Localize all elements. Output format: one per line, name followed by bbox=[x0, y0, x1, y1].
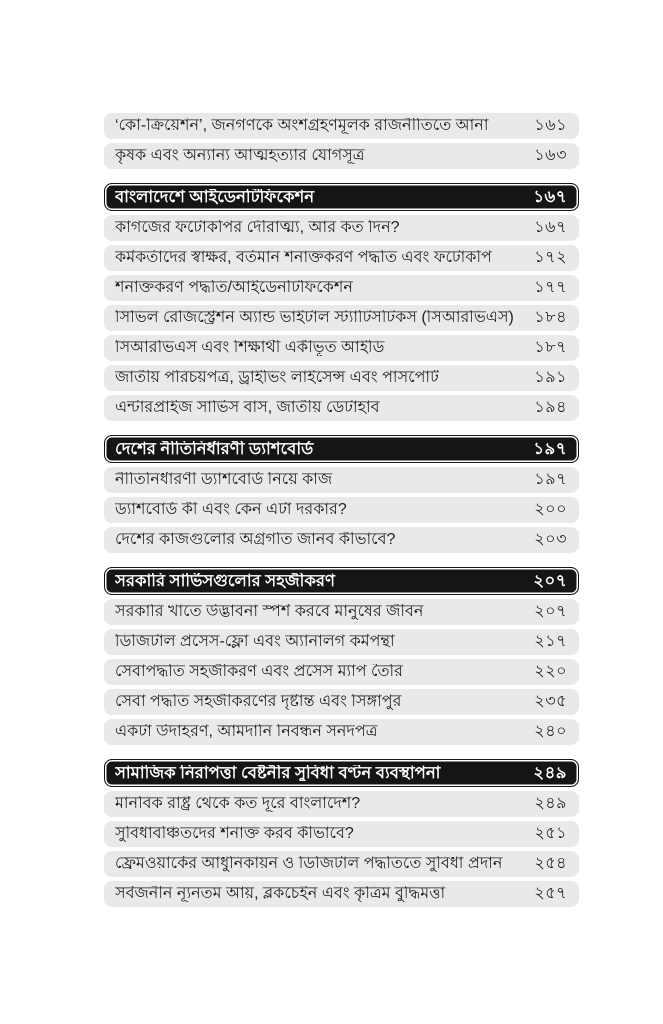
toc-item-label: সেবাপদ্ধতি সহজীকরণ এবং প্রসেস ম্যাপ তৈরি bbox=[115, 664, 403, 680]
toc-item-label: সুবিধাবঞ্চিতদের শনাক্ত করব কীভাবে? bbox=[115, 826, 354, 842]
toc-item-label: ‘কো-ক্রিয়েশন’, জনগণকে অংশগ্রহণমূলক রাজন… bbox=[115, 118, 489, 134]
toc-item-page-number: ১৬১ bbox=[534, 117, 567, 134]
toc-item-page-number: ২০০ bbox=[534, 501, 567, 518]
toc-item-page-number: ২০৩ bbox=[534, 531, 567, 548]
toc-item-label: এন্টারপ্রাইজ সার্ভিস বাস, জাতীয় ডেটাহাব bbox=[115, 400, 380, 416]
toc-item-page-number: ১৯৭ bbox=[533, 439, 567, 458]
toc-item-page-number: ১৭২ bbox=[534, 249, 567, 266]
table-of-contents: ‘কো-ক্রিয়েশন’, জনগণকে অংশগ্রহণমূলক রাজন… bbox=[104, 113, 579, 907]
toc-item-label: সিআরভিএস এবং শিক্ষার্থী একীভূত আইডি bbox=[115, 340, 385, 356]
toc-item-page-number: ২০৭ bbox=[533, 571, 567, 590]
toc-item-page-number: ১৯৭ bbox=[534, 471, 567, 488]
toc-item-label: জাতীয় পরিচয়পত্র, ড্রাইভিং লাইসেন্স এবং… bbox=[115, 370, 439, 386]
toc-item-page-number: ১৭৭ bbox=[534, 279, 567, 296]
toc-item-page-number: ২০৭ bbox=[534, 603, 567, 620]
toc-entry: সেবাপদ্ধতি সহজীকরণ এবং প্রসেস ম্যাপ তৈরি… bbox=[104, 659, 579, 685]
toc-entry: ড্যাশবোর্ড কী এবং কেন এটা দরকার? ২০০ bbox=[104, 497, 579, 523]
toc-entry: সেবা পদ্ধতি সহজীকরণের দৃষ্টান্ত এবং সিঙ্… bbox=[104, 689, 579, 715]
toc-entry: নীতিনির্ধারণী ড্যাশবোর্ড নিয়ে কাজ ১৯৭ bbox=[104, 467, 579, 493]
toc-item-page-number: ১৮৭ bbox=[534, 339, 567, 356]
toc-item-page-number: ২৪৯ bbox=[534, 795, 567, 812]
toc-item-label: ডিজিটাল প্রসেস-ফ্লো এবং অ্যানালগ কর্মপন্… bbox=[115, 634, 395, 650]
toc-section-header: বাংলাদেশে আইডেনটিফিকেশন ১৬৭ bbox=[104, 183, 579, 211]
toc-item-page-number: ১৬৭ bbox=[534, 219, 567, 236]
toc-item-label: দেশের নীতিনির্ধারণী ড্যাশবোর্ড bbox=[115, 440, 314, 458]
toc-entry: ‘কো-ক্রিয়েশন’, জনগণকে অংশগ্রহণমূলক রাজন… bbox=[104, 113, 579, 139]
toc-entry: সুবিধাবঞ্চিতদের শনাক্ত করব কীভাবে? ২৫১ bbox=[104, 821, 579, 847]
toc-entry: শনাক্তকরণ পদ্ধতি/আইডেনটিফিকেশন ১৭৭ bbox=[104, 275, 579, 301]
toc-item-page-number: ১৬৭ bbox=[533, 187, 567, 206]
toc-item-page-number: ১৬৩ bbox=[534, 147, 567, 164]
toc-item-label: বাংলাদেশে আইডেনটিফিকেশন bbox=[115, 188, 315, 206]
toc-entry: কাগজের ফটোকপির দৌরাত্ম্য, আর কত দিন? ১৬৭ bbox=[104, 215, 579, 241]
toc-item-label: কাগজের ফটোকপির দৌরাত্ম্য, আর কত দিন? bbox=[115, 220, 400, 236]
toc-item-label: শনাক্তকরণ পদ্ধতি/আইডেনটিফিকেশন bbox=[115, 280, 353, 296]
toc-entry: সর্বজনীন ন্যূনতম আয়, ব্লকচেইন এবং কৃত্র… bbox=[104, 881, 579, 907]
toc-item-label: সিভিল রেজিস্ট্রেশন অ্যান্ড ভাইটাল স্ট্যা… bbox=[115, 310, 514, 326]
toc-item-page-number: ২১৭ bbox=[534, 633, 567, 650]
toc-item-label: সর্বজনীন ন্যূনতম আয়, ব্লকচেইন এবং কৃত্র… bbox=[115, 886, 446, 902]
toc-entry: মানবিক রাষ্ট্র থেকে কত দূরে বাংলাদেশ? ২৪… bbox=[104, 791, 579, 817]
toc-item-page-number: ১৯১ bbox=[534, 369, 567, 386]
toc-item-label: নীতিনির্ধারণী ড্যাশবোর্ড নিয়ে কাজ bbox=[115, 472, 333, 488]
toc-item-page-number: ২৫৭ bbox=[534, 885, 567, 902]
toc-item-label: কৃষক এবং অন্যান্য আত্মহত্যার যোগসূত্র bbox=[115, 148, 365, 164]
toc-entry: সিআরভিএস এবং শিক্ষার্থী একীভূত আইডি ১৮৭ bbox=[104, 335, 579, 361]
toc-item-page-number: ২৩৫ bbox=[534, 693, 567, 710]
toc-entry: কৃষক এবং অন্যান্য আত্মহত্যার যোগসূত্র ১৬… bbox=[104, 143, 579, 169]
toc-item-label: সামাজিক নিরাপত্তা বেষ্টনীর সুবিধা বণ্টন … bbox=[115, 764, 441, 782]
toc-section-header: সরকারি সার্ভিসগুলোর সহজীকরণ ২০৭ bbox=[104, 567, 579, 595]
toc-entry: ডিজিটাল প্রসেস-ফ্লো এবং অ্যানালগ কর্মপন্… bbox=[104, 629, 579, 655]
toc-item-page-number: ২৫১ bbox=[534, 825, 567, 842]
toc-item-page-number: ১৯৪ bbox=[534, 399, 567, 416]
toc-item-label: কর্মকর্তাদের স্বাক্ষর, বর্তমান শনাক্তকরণ… bbox=[115, 250, 492, 266]
toc-section-header: দেশের নীতিনির্ধারণী ড্যাশবোর্ড ১৯৭ bbox=[104, 435, 579, 463]
toc-item-label: সেবা পদ্ধতি সহজীকরণের দৃষ্টান্ত এবং সিঙ্… bbox=[115, 694, 402, 710]
toc-item-page-number: ২৫৪ bbox=[534, 855, 567, 872]
toc-item-page-number: ২৪৯ bbox=[533, 763, 567, 782]
toc-entry: এন্টারপ্রাইজ সার্ভিস বাস, জাতীয় ডেটাহাব… bbox=[104, 395, 579, 421]
toc-entry: একটা উদাহরণ, আমদানি নিবন্ধন সনদপত্র ২৪০ bbox=[104, 719, 579, 745]
toc-entry: সিভিল রেজিস্ট্রেশন অ্যান্ড ভাইটাল স্ট্যা… bbox=[104, 305, 579, 331]
toc-item-label: মানবিক রাষ্ট্র থেকে কত দূরে বাংলাদেশ? bbox=[115, 796, 361, 812]
toc-item-label: সরকারি খাতে উদ্ভাবনা স্পর্শ করবে মানুষের… bbox=[115, 604, 424, 620]
toc-item-label: একটা উদাহরণ, আমদানি নিবন্ধন সনদপত্র bbox=[115, 724, 378, 740]
toc-entry: কর্মকর্তাদের স্বাক্ষর, বর্তমান শনাক্তকরণ… bbox=[104, 245, 579, 271]
toc-item-label: ড্যাশবোর্ড কী এবং কেন এটা দরকার? bbox=[115, 502, 347, 518]
toc-item-label: ফ্রেমওয়ার্কের আধুনিকায়ন ও ডিজিটাল পদ্ধ… bbox=[115, 856, 503, 872]
toc-section-header: সামাজিক নিরাপত্তা বেষ্টনীর সুবিধা বণ্টন … bbox=[104, 759, 579, 787]
toc-entry: ফ্রেমওয়ার্কের আধুনিকায়ন ও ডিজিটাল পদ্ধ… bbox=[104, 851, 579, 877]
toc-item-label: সরকারি সার্ভিসগুলোর সহজীকরণ bbox=[115, 572, 335, 590]
toc-entry: সরকারি খাতে উদ্ভাবনা স্পর্শ করবে মানুষের… bbox=[104, 599, 579, 625]
toc-item-page-number: ২৪০ bbox=[534, 723, 567, 740]
toc-item-page-number: ২২০ bbox=[534, 663, 567, 680]
toc-item-label: দেশের কাজগুলোর অগ্রগতি জানব কীভাবে? bbox=[115, 532, 396, 548]
toc-item-page-number: ১৮৪ bbox=[534, 309, 567, 326]
toc-entry: দেশের কাজগুলোর অগ্রগতি জানব কীভাবে? ২০৩ bbox=[104, 527, 579, 553]
toc-entry: জাতীয় পরিচয়পত্র, ড্রাইভিং লাইসেন্স এবং… bbox=[104, 365, 579, 391]
